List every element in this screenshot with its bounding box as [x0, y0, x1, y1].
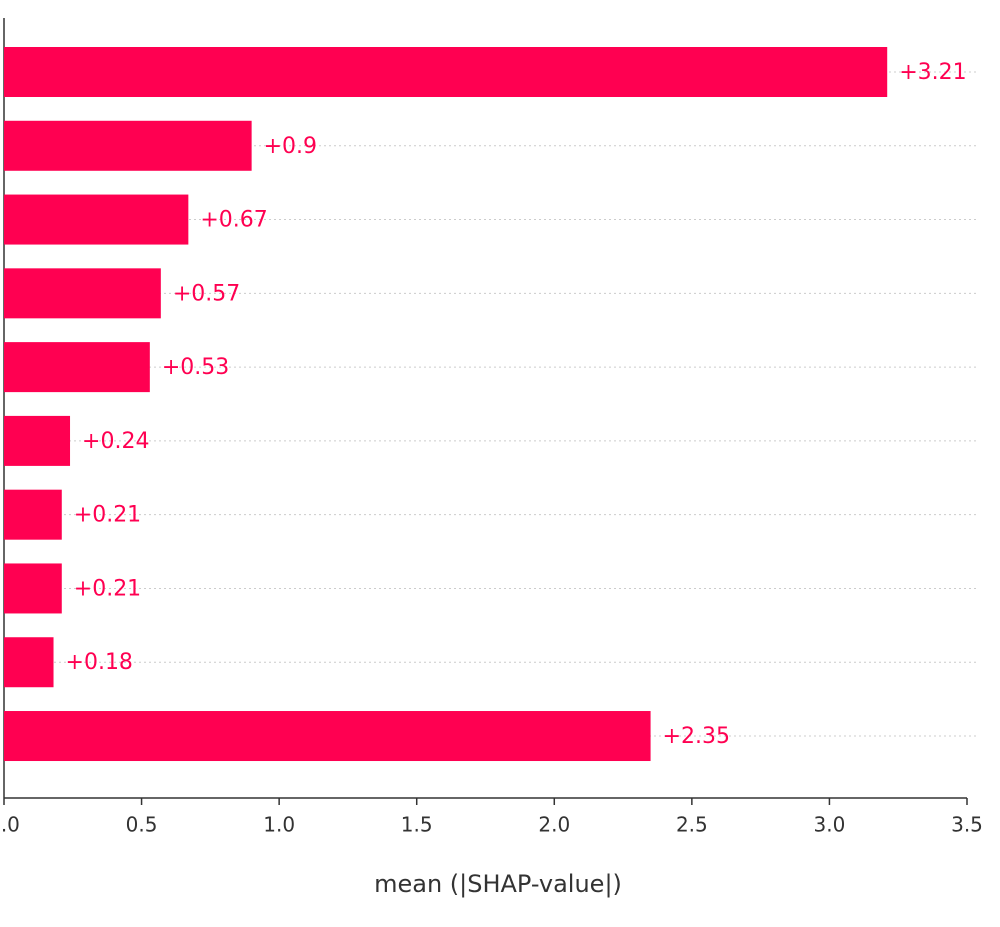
- value-label: +0.57: [173, 281, 240, 306]
- x-tick-label: 0.0: [0, 813, 20, 837]
- value-label: +0.21: [74, 576, 141, 601]
- x-tick-label: 3.0: [814, 813, 846, 837]
- x-tick-label: 2.5: [676, 813, 708, 837]
- bar: [4, 489, 62, 540]
- x-tick-label: 3.5: [951, 813, 983, 837]
- value-label: +0.24: [82, 429, 149, 454]
- bar: [4, 563, 62, 614]
- x-tick-label: 2.0: [538, 813, 570, 837]
- x-axis-label: mean (|SHAP-value|): [374, 870, 622, 898]
- value-label: +2.35: [663, 724, 730, 749]
- value-label: +0.18: [66, 650, 133, 675]
- value-label: +3.21: [899, 60, 966, 85]
- value-label: +0.53: [162, 355, 229, 380]
- bar: [4, 194, 189, 245]
- bar: [4, 268, 161, 319]
- x-tick-label: 1.5: [401, 813, 433, 837]
- bar: [4, 342, 150, 393]
- x-tick-label: 1.0: [263, 813, 295, 837]
- value-label: +0.9: [264, 134, 317, 159]
- bar: [4, 47, 888, 97]
- value-label: +0.67: [200, 208, 267, 233]
- bar: [4, 711, 651, 762]
- bar: [4, 637, 54, 688]
- x-tick-label: 0.5: [126, 813, 158, 837]
- bar: [4, 415, 71, 466]
- bar: [4, 120, 252, 171]
- value-label: +0.21: [74, 503, 141, 528]
